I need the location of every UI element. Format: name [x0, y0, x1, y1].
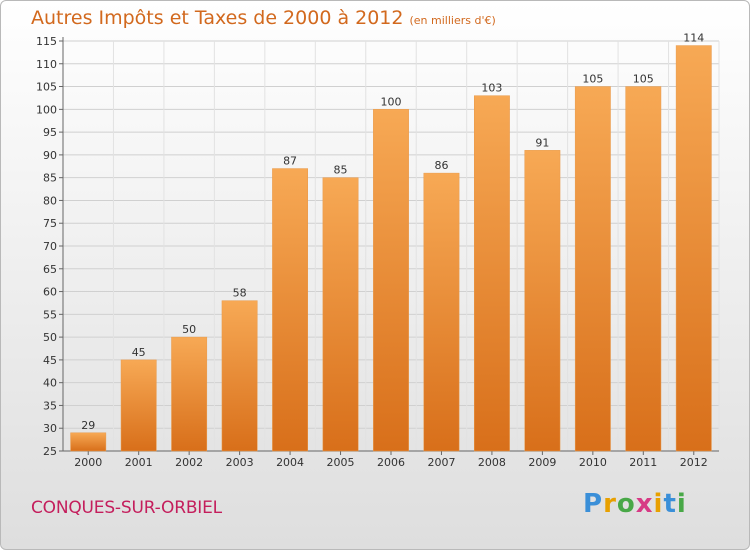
- bars: [70, 45, 712, 452]
- y-tick-label: 75: [43, 217, 57, 230]
- bar-value-label: 58: [233, 287, 247, 300]
- bar-2003: [221, 300, 258, 452]
- bar-value-label: 29: [81, 419, 95, 432]
- x-tick-label: 2004: [276, 456, 304, 469]
- bar-value-label: 114: [683, 32, 704, 45]
- bar-value-label: 105: [582, 73, 603, 86]
- bar-value-label: 103: [481, 82, 502, 95]
- y-tick-label: 95: [43, 126, 57, 139]
- x-tick-label: 2003: [226, 456, 254, 469]
- y-tick-label: 25: [43, 445, 57, 458]
- bar-2000: [70, 432, 107, 452]
- chart-title: Autres Impôts et Taxes de 2000 à 2012 (en…: [31, 7, 496, 29]
- y-tick-label: 80: [43, 194, 57, 207]
- bar-2005: [322, 177, 359, 452]
- bar-value-label: 86: [434, 159, 448, 172]
- y-tick-label: 35: [43, 399, 57, 412]
- y-tick-label: 90: [43, 149, 57, 162]
- bar-2004: [272, 168, 308, 452]
- y-tick-label: 105: [36, 81, 57, 94]
- x-tick-label: 2009: [528, 456, 556, 469]
- bar-2007: [423, 172, 460, 452]
- x-tick-label: 2002: [175, 456, 203, 469]
- x-tick-label: 2008: [478, 456, 506, 469]
- y-tick-label: 115: [36, 35, 57, 48]
- bar-value-label: 100: [381, 95, 402, 108]
- bar-2010: [574, 86, 611, 452]
- x-tick-label: 2001: [125, 456, 153, 469]
- y-tick-label: 110: [36, 58, 57, 71]
- bar-2002: [171, 336, 208, 452]
- bar-value-label: 45: [132, 346, 146, 359]
- x-tick-label: 2012: [680, 456, 708, 469]
- y-tick-label: 85: [43, 172, 57, 185]
- bar-value-label: 105: [633, 73, 654, 86]
- x-tick-label: 2000: [74, 456, 102, 469]
- y-tick-label: 70: [43, 240, 57, 253]
- y-tick-label: 50: [43, 331, 57, 344]
- x-tick-label: 2011: [629, 456, 657, 469]
- bar-2001: [120, 359, 157, 452]
- chart-unit: (en milliers d'€): [409, 14, 496, 27]
- x-tick-label: 2005: [327, 456, 355, 469]
- x-tick-label: 2007: [427, 456, 455, 469]
- y-tick-label: 100: [36, 103, 57, 116]
- bar-value-label: 91: [535, 136, 549, 149]
- proxiti-logo: Proxiti: [583, 489, 687, 519]
- chart-title-text: Autres Impôts et Taxes de 2000 à 2012: [31, 7, 404, 29]
- bar-2009: [524, 150, 561, 452]
- y-tick-label: 45: [43, 354, 57, 367]
- bar-value-label: 50: [182, 323, 196, 336]
- bar-2008: [474, 95, 510, 452]
- y-tick-label: 65: [43, 263, 57, 276]
- y-tick-label: 30: [43, 422, 57, 435]
- y-tick-label: 55: [43, 308, 57, 321]
- bar-value-label: 85: [334, 164, 348, 177]
- bar-2006: [373, 109, 409, 452]
- x-tick-label: 2010: [579, 456, 607, 469]
- x-tick-label: 2006: [377, 456, 405, 469]
- data-labels: 29 45 50 58 87 85 100 86 103 91 105 105 114: [81, 32, 704, 432]
- bar-2012: [675, 45, 712, 452]
- y-tick-label: 60: [43, 286, 57, 299]
- bar-2011: [625, 86, 662, 452]
- bar-value-label: 87: [283, 155, 297, 168]
- y-tick-label: 40: [43, 377, 57, 390]
- commune-name: CONQUES-SUR-ORBIEL: [31, 498, 222, 518]
